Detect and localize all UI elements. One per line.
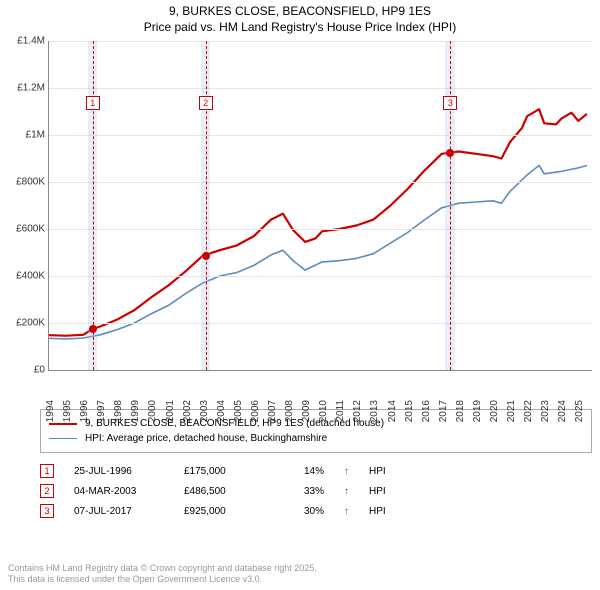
y-axis-label: £1M (26, 130, 45, 141)
gridline (49, 229, 592, 230)
x-axis-label: 2007 (267, 400, 278, 422)
x-axis-label: 1995 (62, 400, 73, 422)
transactions-table: 1 25-JUL-1996 £175,000 14% ↑ HPI 2 04-MAR-2003 £… (40, 461, 592, 521)
x-axis-label: 2010 (318, 400, 329, 422)
marker-box-3: 3 (443, 96, 457, 110)
gridline (49, 323, 592, 324)
x-axis-label: 2009 (301, 400, 312, 422)
x-axis-label: 2002 (182, 400, 193, 422)
y-axis-label: £400K (16, 271, 45, 282)
transaction-price: £486,500 (184, 486, 264, 497)
footer-line-2: This data is licensed under the Open Gov… (8, 574, 592, 586)
x-axis-label: 1999 (130, 400, 141, 422)
x-axis-label: 2008 (284, 400, 295, 422)
transaction-suffix: HPI (369, 466, 386, 477)
x-axis-label: 2017 (438, 400, 449, 422)
marker-line (450, 41, 451, 370)
transaction-price: £175,000 (184, 466, 264, 477)
chart-area: £0£200K£400K£600K£800K£1M£1.2M£1.4M19941… (48, 41, 592, 401)
transaction-date: 25-JUL-1996 (74, 466, 164, 477)
x-axis-label: 2014 (387, 400, 398, 422)
y-axis-label: £1.2M (17, 83, 45, 94)
gridline (49, 88, 592, 89)
marker-box-1: 1 (86, 96, 100, 110)
transaction-date: 04-MAR-2003 (74, 486, 164, 497)
transaction-marker: 3 (40, 504, 54, 518)
series-price_paid (49, 109, 587, 336)
legend-item: HPI: Average price, detached house, Buck… (49, 431, 583, 446)
chart-title: 9, BURKES CLOSE, BEACONSFIELD, HP9 1ES (0, 0, 600, 20)
y-axis-label: £1.4M (17, 36, 45, 47)
gridline (49, 182, 592, 183)
marker-line (93, 41, 94, 370)
footer-line-1: Contains HM Land Registry data © Crown c… (8, 563, 592, 575)
x-axis-label: 2018 (455, 400, 466, 422)
transaction-marker: 1 (40, 464, 54, 478)
x-axis-label: 2001 (165, 400, 176, 422)
x-axis-label: 2025 (574, 400, 585, 422)
x-axis-label: 2004 (216, 400, 227, 422)
marker-dot-2 (202, 252, 210, 260)
x-axis-label: 1994 (45, 400, 56, 422)
up-arrow-icon: ↑ (344, 506, 349, 517)
x-axis-label: 2015 (404, 400, 415, 422)
y-axis-label: £600K (16, 224, 45, 235)
gridline (49, 41, 592, 42)
y-axis-label: £200K (16, 318, 45, 329)
transaction-marker: 2 (40, 484, 54, 498)
legend-swatch (49, 423, 77, 425)
chart-subtitle: Price paid vs. HM Land Registry's House … (0, 20, 600, 42)
x-axis-label: 2016 (421, 400, 432, 422)
y-axis-label: £800K (16, 177, 45, 188)
transaction-suffix: HPI (369, 486, 386, 497)
up-arrow-icon: ↑ (344, 466, 349, 477)
y-axis-label: £0 (34, 365, 45, 376)
marker-line (206, 41, 207, 370)
plot: £0£200K£400K£600K£800K£1M£1.2M£1.4M19941… (48, 41, 592, 371)
line-series (49, 41, 592, 370)
x-axis-label: 2013 (369, 400, 380, 422)
x-axis-label: 1996 (79, 400, 90, 422)
x-axis-label: 2021 (506, 400, 517, 422)
transaction-pct: 14% (284, 466, 324, 477)
transaction-row: 1 25-JUL-1996 £175,000 14% ↑ HPI (40, 461, 592, 481)
gridline (49, 276, 592, 277)
marker-box-2: 2 (199, 96, 213, 110)
x-axis-label: 1998 (113, 400, 124, 422)
x-axis-label: 2024 (557, 400, 568, 422)
legend-label: HPI: Average price, detached house, Buck… (85, 431, 327, 446)
x-axis-label: 2012 (352, 400, 363, 422)
transaction-price: £925,000 (184, 506, 264, 517)
gridline (49, 135, 592, 136)
up-arrow-icon: ↑ (344, 486, 349, 497)
transaction-date: 07-JUL-2017 (74, 506, 164, 517)
transaction-suffix: HPI (369, 506, 386, 517)
transaction-pct: 30% (284, 506, 324, 517)
marker-dot-1 (89, 325, 97, 333)
x-axis-label: 2011 (335, 400, 346, 422)
x-axis-label: 2003 (199, 400, 210, 422)
x-axis-label: 2022 (523, 400, 534, 422)
x-axis-label: 2020 (489, 400, 500, 422)
transaction-row: 3 07-JUL-2017 £925,000 30% ↑ HPI (40, 501, 592, 521)
x-axis-label: 1997 (96, 400, 107, 422)
x-axis-label: 2006 (250, 400, 261, 422)
x-axis-label: 2000 (147, 400, 158, 422)
legend-swatch (49, 438, 77, 439)
x-axis-label: 2023 (540, 400, 551, 422)
marker-dot-3 (446, 149, 454, 157)
footer: Contains HM Land Registry data © Crown c… (8, 563, 592, 586)
transaction-pct: 33% (284, 486, 324, 497)
transaction-row: 2 04-MAR-2003 £486,500 33% ↑ HPI (40, 481, 592, 501)
x-axis-label: 2019 (472, 400, 483, 422)
x-axis-label: 2005 (233, 400, 244, 422)
